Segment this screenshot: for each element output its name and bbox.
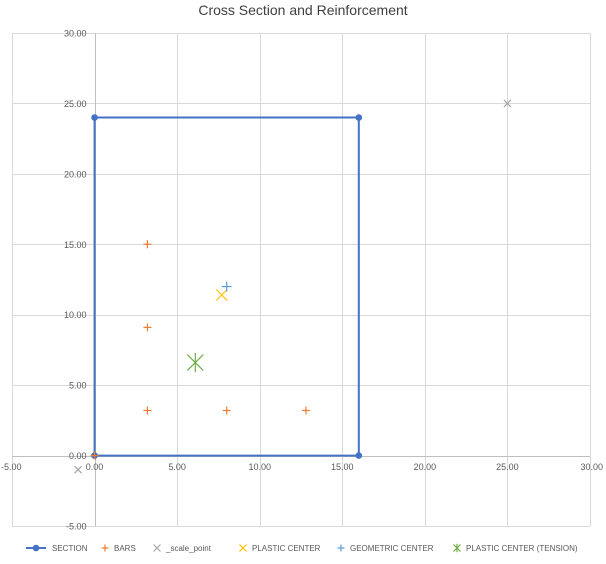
y-tick-label: 5.00 <box>69 381 87 391</box>
data-point <box>355 452 363 459</box>
data-point <box>355 114 363 121</box>
data-point <box>186 353 204 373</box>
legend-marker <box>101 544 109 552</box>
legend-label: PLASTIC CENTER <box>252 544 321 553</box>
y-tick-label: -5.00 <box>66 522 87 532</box>
data-point <box>90 451 99 460</box>
legend-label: _scale_point <box>165 544 212 553</box>
y-tick-label: 25.00 <box>64 99 87 109</box>
data-point <box>91 114 98 121</box>
data-point <box>222 406 231 415</box>
data-point <box>143 406 152 415</box>
series-geometric-center <box>221 281 232 292</box>
x-tick-label: 0.00 <box>86 462 104 472</box>
legend-marker <box>453 543 461 553</box>
y-tick-label: 10.00 <box>64 310 87 320</box>
marker-stroke <box>239 544 247 552</box>
y-tick-label: 15.00 <box>64 240 87 250</box>
data-point <box>503 99 512 108</box>
marker-stroke <box>74 465 82 474</box>
legend-marker <box>153 544 161 552</box>
x-tick-label: 15.00 <box>331 462 354 472</box>
series-bars <box>90 240 310 460</box>
legend-item: BARS <box>101 544 136 553</box>
legend-label: SECTION <box>52 544 88 553</box>
legend-marker <box>337 544 345 552</box>
marker-stroke <box>153 544 161 552</box>
marker-circle <box>355 452 363 459</box>
marker-stroke <box>503 99 512 108</box>
marker-circle <box>32 544 40 552</box>
legend-layer: SECTION BARS _scale_point PLASTIC CENTER GEO… <box>26 543 578 553</box>
data-point <box>74 465 82 474</box>
series-scale-point <box>74 99 512 474</box>
data-point <box>215 289 228 301</box>
x-tick-label: 30.00 <box>580 462 603 472</box>
legend-marker <box>239 544 247 552</box>
x-tick-label: 20.00 <box>414 462 437 472</box>
x-tick-label: 5.00 <box>168 462 186 472</box>
data-point <box>143 240 152 249</box>
series-plastic-center <box>215 289 228 301</box>
marker-circle <box>355 114 363 121</box>
legend-item: PLASTIC CENTER <box>239 544 321 553</box>
marker-stroke <box>215 289 228 301</box>
data-point <box>301 406 310 415</box>
legend-marker <box>32 544 40 552</box>
legend-item: PLASTIC CENTER (TENSION) <box>453 543 578 553</box>
legend-label: BARS <box>114 544 136 553</box>
chart-title: Cross Section and Reinforcement <box>198 2 408 18</box>
grid-layer <box>12 33 591 527</box>
x-tick-label: 10.00 <box>248 462 271 472</box>
legend-item: SECTION <box>26 544 88 553</box>
x-tick-label: -5.00 <box>1 462 22 472</box>
legend-item: GEOMETRIC CENTER <box>337 544 434 553</box>
legend-item: _scale_point <box>153 544 212 553</box>
series-layer <box>74 99 512 474</box>
x-tick-label: 25.00 <box>496 462 519 472</box>
series-plastic-center-tension <box>186 353 204 373</box>
y-tick-label: 20.00 <box>64 169 87 179</box>
data-point <box>143 323 152 332</box>
legend-label: GEOMETRIC CENTER <box>350 544 434 553</box>
legend-label: PLASTIC CENTER (TENSION) <box>466 544 578 553</box>
y-tick-label: 0.00 <box>69 451 87 461</box>
y-tick-label: 30.00 <box>64 29 87 39</box>
marker-circle <box>91 114 98 121</box>
data-point <box>221 281 232 292</box>
